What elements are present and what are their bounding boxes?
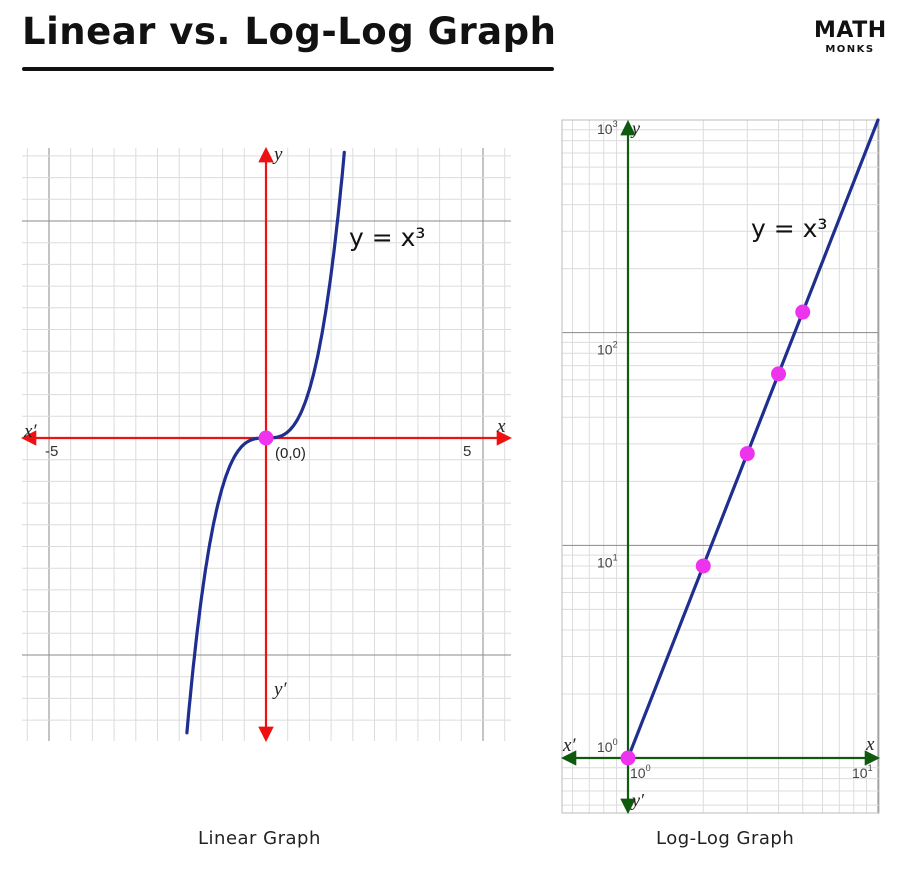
x-tick-label: 5: [463, 443, 471, 460]
equation-label: y = x³: [349, 223, 425, 252]
y-tick-label: 100: [597, 737, 618, 755]
x-neg-axis-label: x′: [23, 421, 37, 442]
origin-label: (0,0): [275, 445, 306, 462]
plot-frame: [561, 119, 880, 814]
x-axis-label: x: [865, 734, 875, 755]
data-point: [771, 366, 787, 382]
x-neg-axis-label: x′: [562, 735, 576, 756]
page-title: Linear vs. Log-Log Graph: [22, 10, 557, 53]
data-point: [795, 304, 811, 320]
x-tick-label: 101: [852, 763, 873, 781]
y-tick-label: 102: [597, 340, 618, 358]
y-neg-axis-label: y′: [272, 679, 287, 700]
x-tick-label: -5: [45, 443, 58, 460]
equation-label: y = x³: [751, 214, 827, 243]
linear-chart: (0,0) -5 5 x x′ y y′ y = x³: [20, 144, 513, 743]
brand-logo: MATH MONKS: [814, 18, 887, 56]
x-axis-label: x: [496, 416, 506, 437]
y-tick-label: 103: [597, 119, 618, 137]
function-curve: [626, 118, 880, 760]
data-point: [695, 558, 711, 574]
origin-point: [258, 430, 274, 446]
loglog-graph-caption: Log-Log Graph: [656, 828, 795, 849]
data-point: [739, 446, 755, 462]
title-underline: [22, 67, 554, 71]
y-tick-label: 101: [597, 552, 618, 570]
linear-graph-caption: Linear Graph: [198, 828, 321, 849]
logo-sub-text: MONKS: [825, 44, 875, 55]
loglog-chart: 100 101 100 101 102 103 x x′ y y′ y = x³: [560, 118, 881, 815]
x-tick-label: 100: [630, 763, 651, 781]
y-neg-axis-label: y′: [630, 790, 645, 810]
logo-main-text: MATH: [814, 18, 887, 43]
y-axis-label: y: [630, 118, 640, 138]
data-point: [620, 750, 636, 766]
y-axis-label: y: [272, 144, 283, 165]
